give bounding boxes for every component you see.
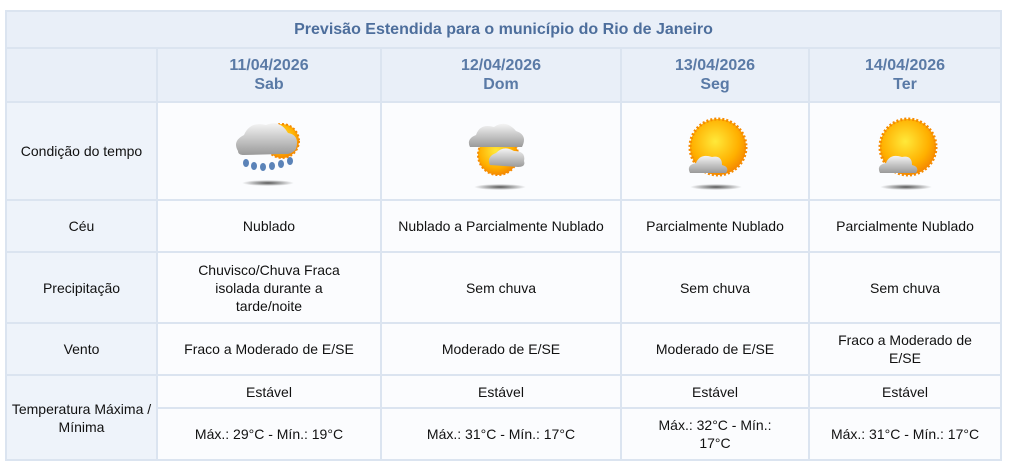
table-title: Previsão Estendida para o município do R… [4,10,1003,49]
row-label-precip: Precipitação [5,251,158,324]
row-label-condition: Condição do tempo [5,101,158,201]
day-date: 13/04/2026 [674,57,756,74]
wind-cell: Moderado de E/SE [380,322,622,376]
trend-cell: Estável [620,374,810,409]
forecast-table: Previsão Estendida para o município do R… [4,10,1003,461]
day-date: 14/04/2026 [864,57,946,74]
day-weekday: Dom [483,76,519,93]
trend-cell: Estável [807,374,1003,409]
day-header: 14/04/2026 Ter [807,47,1003,103]
corner-cell [5,47,158,103]
precip-cell: Sem chuva [380,251,622,324]
sky-cell: Nublado a Parcialmente Nublado [380,199,622,253]
temps-cell: Máx.: 29°C - Mín.: 19°C [156,407,382,461]
precip-cell: Chuvisco/Chuva Fraca isolada durante a t… [156,251,382,324]
sky-cell: Parcialmente Nublado [620,199,810,253]
cloudy-sun-icon [468,123,526,190]
temps-cell: Máx.: 31°C - Mín.: 17°C [807,407,1003,461]
wind-cell: Fraco a Moderado de E/SE [156,322,382,376]
wind-cell: Fraco a Moderado de E/SE [807,322,1003,376]
wind-cell: Moderado de E/SE [620,322,810,376]
condition-cell [380,101,622,201]
day-header: 11/04/2026 Sab [156,47,382,103]
sky-cell: Parcialmente Nublado [807,199,1003,253]
condition-cell [807,101,1003,201]
day-weekday: Ter [893,76,917,93]
condition-cell [620,101,810,201]
precip-cell: Sem chuva [807,251,1003,324]
row-label-wind: Vento [5,322,158,376]
temps-cell: Máx.: 31°C - Mín.: 17°C [380,407,622,461]
condition-cell [156,101,382,201]
day-header: 12/04/2026 Dom [380,47,622,103]
row-label-temp: Temperatura Máxima / Mínima [5,374,158,461]
row-label-sky: Céu [5,199,158,253]
sky-cell: Nublado [156,199,382,253]
day-header: 13/04/2026 Seg [620,47,810,103]
day-weekday: Seg [700,76,730,93]
precip-cell: Sem chuva [620,251,810,324]
day-date: 12/04/2026 [460,57,542,74]
sun-cloud-icon [878,117,938,190]
temps-cell: Máx.: 32°C - Mín.: 17°C [620,407,810,461]
day-weekday: Sab [254,76,284,93]
cloud-sun-rain-icon [236,123,300,186]
day-date: 11/04/2026 [229,57,309,74]
sun-cloud-icon [688,117,748,190]
trend-cell: Estável [380,374,622,409]
trend-cell: Estável [156,374,382,409]
